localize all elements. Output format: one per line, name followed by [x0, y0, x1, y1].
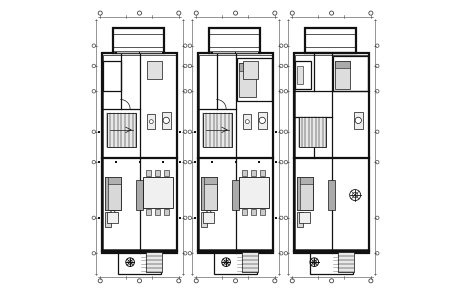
Bar: [143, 177, 173, 208]
Bar: [201, 212, 207, 227]
Bar: [260, 170, 265, 176]
Bar: [201, 177, 217, 184]
Circle shape: [355, 117, 362, 123]
Bar: [203, 212, 214, 223]
Bar: [300, 212, 310, 223]
Circle shape: [259, 117, 265, 123]
Bar: [275, 131, 277, 133]
Bar: [299, 117, 326, 147]
Bar: [147, 114, 155, 129]
Bar: [235, 161, 237, 163]
Bar: [147, 61, 162, 79]
Bar: [239, 63, 256, 71]
Bar: [114, 51, 163, 53]
Bar: [239, 177, 269, 208]
Bar: [305, 28, 356, 53]
Bar: [275, 217, 277, 219]
Bar: [146, 170, 151, 176]
Bar: [105, 177, 121, 184]
Bar: [146, 209, 151, 215]
Bar: [244, 114, 251, 129]
Bar: [258, 52, 260, 54]
Bar: [297, 212, 303, 227]
Bar: [105, 177, 121, 210]
Bar: [295, 55, 368, 252]
Bar: [260, 209, 265, 215]
Circle shape: [246, 120, 249, 124]
Bar: [209, 28, 260, 53]
Bar: [103, 61, 121, 91]
Bar: [98, 131, 100, 133]
Bar: [98, 161, 100, 163]
Bar: [155, 170, 160, 176]
Bar: [295, 61, 311, 89]
Bar: [257, 111, 267, 129]
Bar: [115, 52, 117, 54]
Bar: [335, 61, 350, 68]
Bar: [105, 177, 108, 210]
Bar: [210, 51, 258, 53]
Bar: [251, 209, 256, 215]
Bar: [162, 161, 164, 163]
Bar: [155, 209, 160, 215]
Bar: [194, 217, 196, 219]
Bar: [235, 52, 237, 54]
Bar: [242, 170, 247, 176]
Bar: [164, 170, 169, 176]
Bar: [244, 61, 257, 79]
Bar: [297, 177, 313, 210]
Bar: [211, 52, 213, 54]
Bar: [297, 66, 303, 84]
Bar: [335, 61, 350, 89]
Bar: [198, 53, 273, 253]
Bar: [194, 161, 196, 163]
Bar: [138, 161, 140, 163]
Bar: [107, 212, 118, 223]
Bar: [242, 252, 257, 272]
Bar: [146, 252, 162, 272]
Bar: [102, 53, 177, 253]
Bar: [214, 251, 257, 274]
Bar: [164, 209, 169, 215]
Bar: [237, 58, 272, 101]
Bar: [232, 180, 239, 210]
Bar: [328, 180, 335, 210]
Bar: [137, 180, 143, 210]
Bar: [118, 251, 161, 274]
Circle shape: [163, 117, 169, 123]
Bar: [98, 217, 100, 219]
Bar: [105, 212, 111, 227]
Bar: [179, 217, 181, 219]
Bar: [201, 177, 204, 210]
Bar: [333, 56, 368, 91]
Bar: [162, 52, 164, 54]
Bar: [310, 251, 353, 274]
Bar: [138, 52, 140, 54]
Bar: [239, 63, 256, 97]
Bar: [251, 170, 256, 176]
Bar: [297, 177, 313, 184]
Bar: [338, 252, 354, 272]
Bar: [179, 131, 181, 133]
Bar: [199, 55, 272, 252]
Bar: [275, 161, 277, 163]
Bar: [179, 161, 181, 163]
Bar: [107, 113, 137, 147]
Bar: [242, 209, 247, 215]
Bar: [294, 53, 369, 253]
Bar: [113, 28, 164, 53]
Bar: [194, 131, 196, 133]
Bar: [162, 111, 171, 129]
Bar: [201, 177, 217, 210]
Bar: [115, 161, 117, 163]
Bar: [354, 111, 363, 129]
Bar: [202, 113, 232, 147]
Bar: [211, 161, 213, 163]
Bar: [258, 161, 260, 163]
Bar: [103, 55, 176, 252]
Bar: [297, 177, 300, 210]
Circle shape: [149, 120, 153, 124]
